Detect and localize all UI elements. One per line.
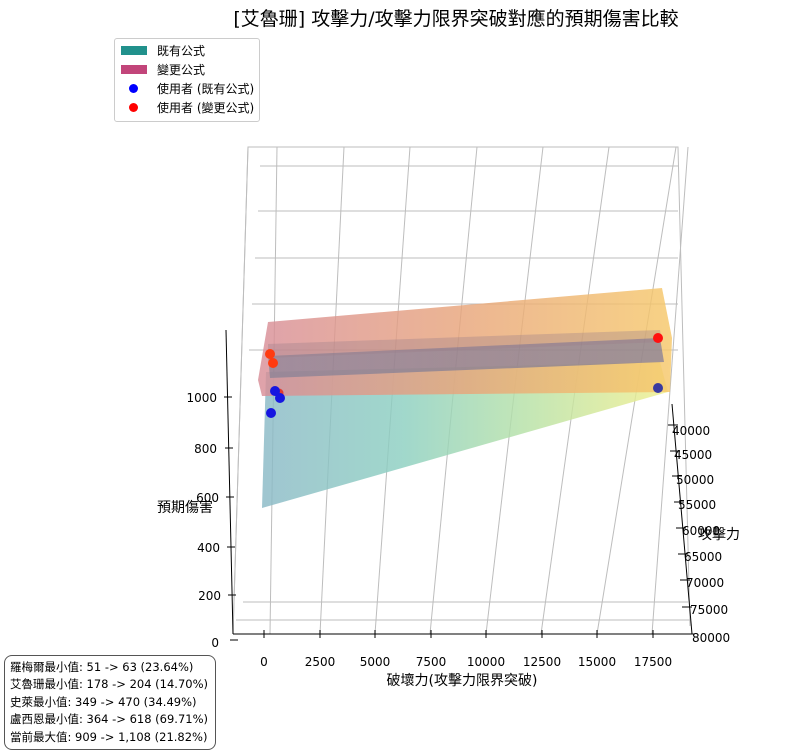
x-tick-labels: 0 2500 5000 7500 10000 12500 15000 17500 [260, 655, 672, 669]
y-tick-label: 75000 [690, 603, 728, 617]
z-tick-label: 600 [196, 491, 219, 505]
stats-box: 羅梅爾最小值: 51 -> 63 (23.64%) 艾魯珊最小值: 178 ->… [4, 655, 216, 750]
y-tick-labels: 40000 45000 50000 55000 60000 65000 7000… [672, 424, 730, 645]
grid-v-1 [232, 146, 249, 635]
user-point-new [265, 349, 275, 359]
z-axis-line [225, 329, 234, 635]
stats-line: 史萊最小值: 349 -> 470 (34.49%) [10, 694, 197, 709]
z-tick-label: 400 [197, 541, 220, 555]
legend-marker-blue [129, 83, 138, 93]
x-axis-label: 破壞力(攻擊力限界突破) [387, 672, 538, 689]
y-tick-label: 55000 [678, 498, 716, 512]
stats-line: 盧西恩最小值: 364 -> 618 (69.71%) [10, 712, 209, 727]
x-tick-label: 2500 [305, 655, 336, 669]
legend-item-user-new: 使用者 (變更公式) [121, 98, 254, 116]
surface-upper-band [268, 330, 662, 358]
y-tick-label: 45000 [674, 448, 712, 462]
z-tick-label: 800 [194, 442, 217, 456]
y-tick-label: 80000 [692, 631, 730, 645]
stats-line: 當前最大值: 909 -> 1,108 (21.82%) [10, 729, 208, 744]
legend-marker-red [129, 102, 138, 112]
z-tick-label: 200 [198, 589, 221, 603]
y-tick-label: 70000 [686, 576, 724, 590]
z-tick-label: 0 [211, 636, 219, 650]
x-tick-label: 5000 [360, 655, 391, 669]
legend-label: 既有公式 [157, 43, 206, 58]
legend-item-old-formula: 既有公式 [121, 41, 205, 59]
x-tick-label: 7500 [416, 655, 447, 669]
legend-label: 使用者 (變更公式) [157, 100, 255, 115]
user-point-old [266, 408, 276, 418]
z-tick-labels: 0 200 400 600 800 1000 [186, 391, 221, 650]
x-tick-label: 15000 [578, 655, 616, 669]
y-axis [668, 403, 694, 635]
z-tick-label: 1000 [186, 391, 217, 405]
legend-label: 變更公式 [157, 62, 206, 77]
y-tick-label: 60000 [682, 524, 720, 538]
legend: 既有公式 變更公式 使用者 (既有公式) 使用者 (變更公式) [114, 38, 260, 122]
user-point-old [270, 386, 280, 396]
x-axis [233, 630, 690, 638]
x-tick-label: 0 [260, 655, 268, 669]
surface-overlap-band [268, 338, 664, 378]
x-tick-label: 17500 [634, 655, 672, 669]
y-axis-label: 攻擊力 [698, 526, 740, 543]
user-point-old [275, 393, 285, 403]
legend-swatch-old [121, 45, 147, 55]
stats-line: 艾魯珊最小值: 178 -> 204 (14.70%) [10, 677, 209, 692]
user-points [265, 333, 663, 418]
x-tick-label: 10000 [467, 655, 505, 669]
surface-old-formula [262, 362, 668, 508]
legend-item-user-old: 使用者 (既有公式) [121, 79, 254, 97]
legend-label: 使用者 (既有公式) [157, 81, 255, 96]
y-tick-label: 65000 [684, 550, 722, 564]
user-point-new [268, 358, 278, 368]
stats-line: 羅梅爾最小值: 51 -> 63 (23.64%) [10, 660, 194, 674]
legend-item-new-formula: 變更公式 [121, 60, 205, 78]
legend-swatch-new [121, 64, 147, 74]
user-point-old [653, 383, 663, 393]
x-tick-label: 12500 [523, 655, 561, 669]
chart-title: [艾魯珊] 攻擊力/攻擊力限界突破對應的預期傷害比較 [233, 7, 678, 30]
y-tick-label: 50000 [676, 473, 714, 487]
y-axis-line [671, 403, 693, 635]
user-point-new [653, 333, 663, 343]
z-axis [224, 329, 238, 641]
y-tick-label: 40000 [672, 424, 710, 438]
z-axis-label: 預期傷害 [157, 500, 213, 516]
